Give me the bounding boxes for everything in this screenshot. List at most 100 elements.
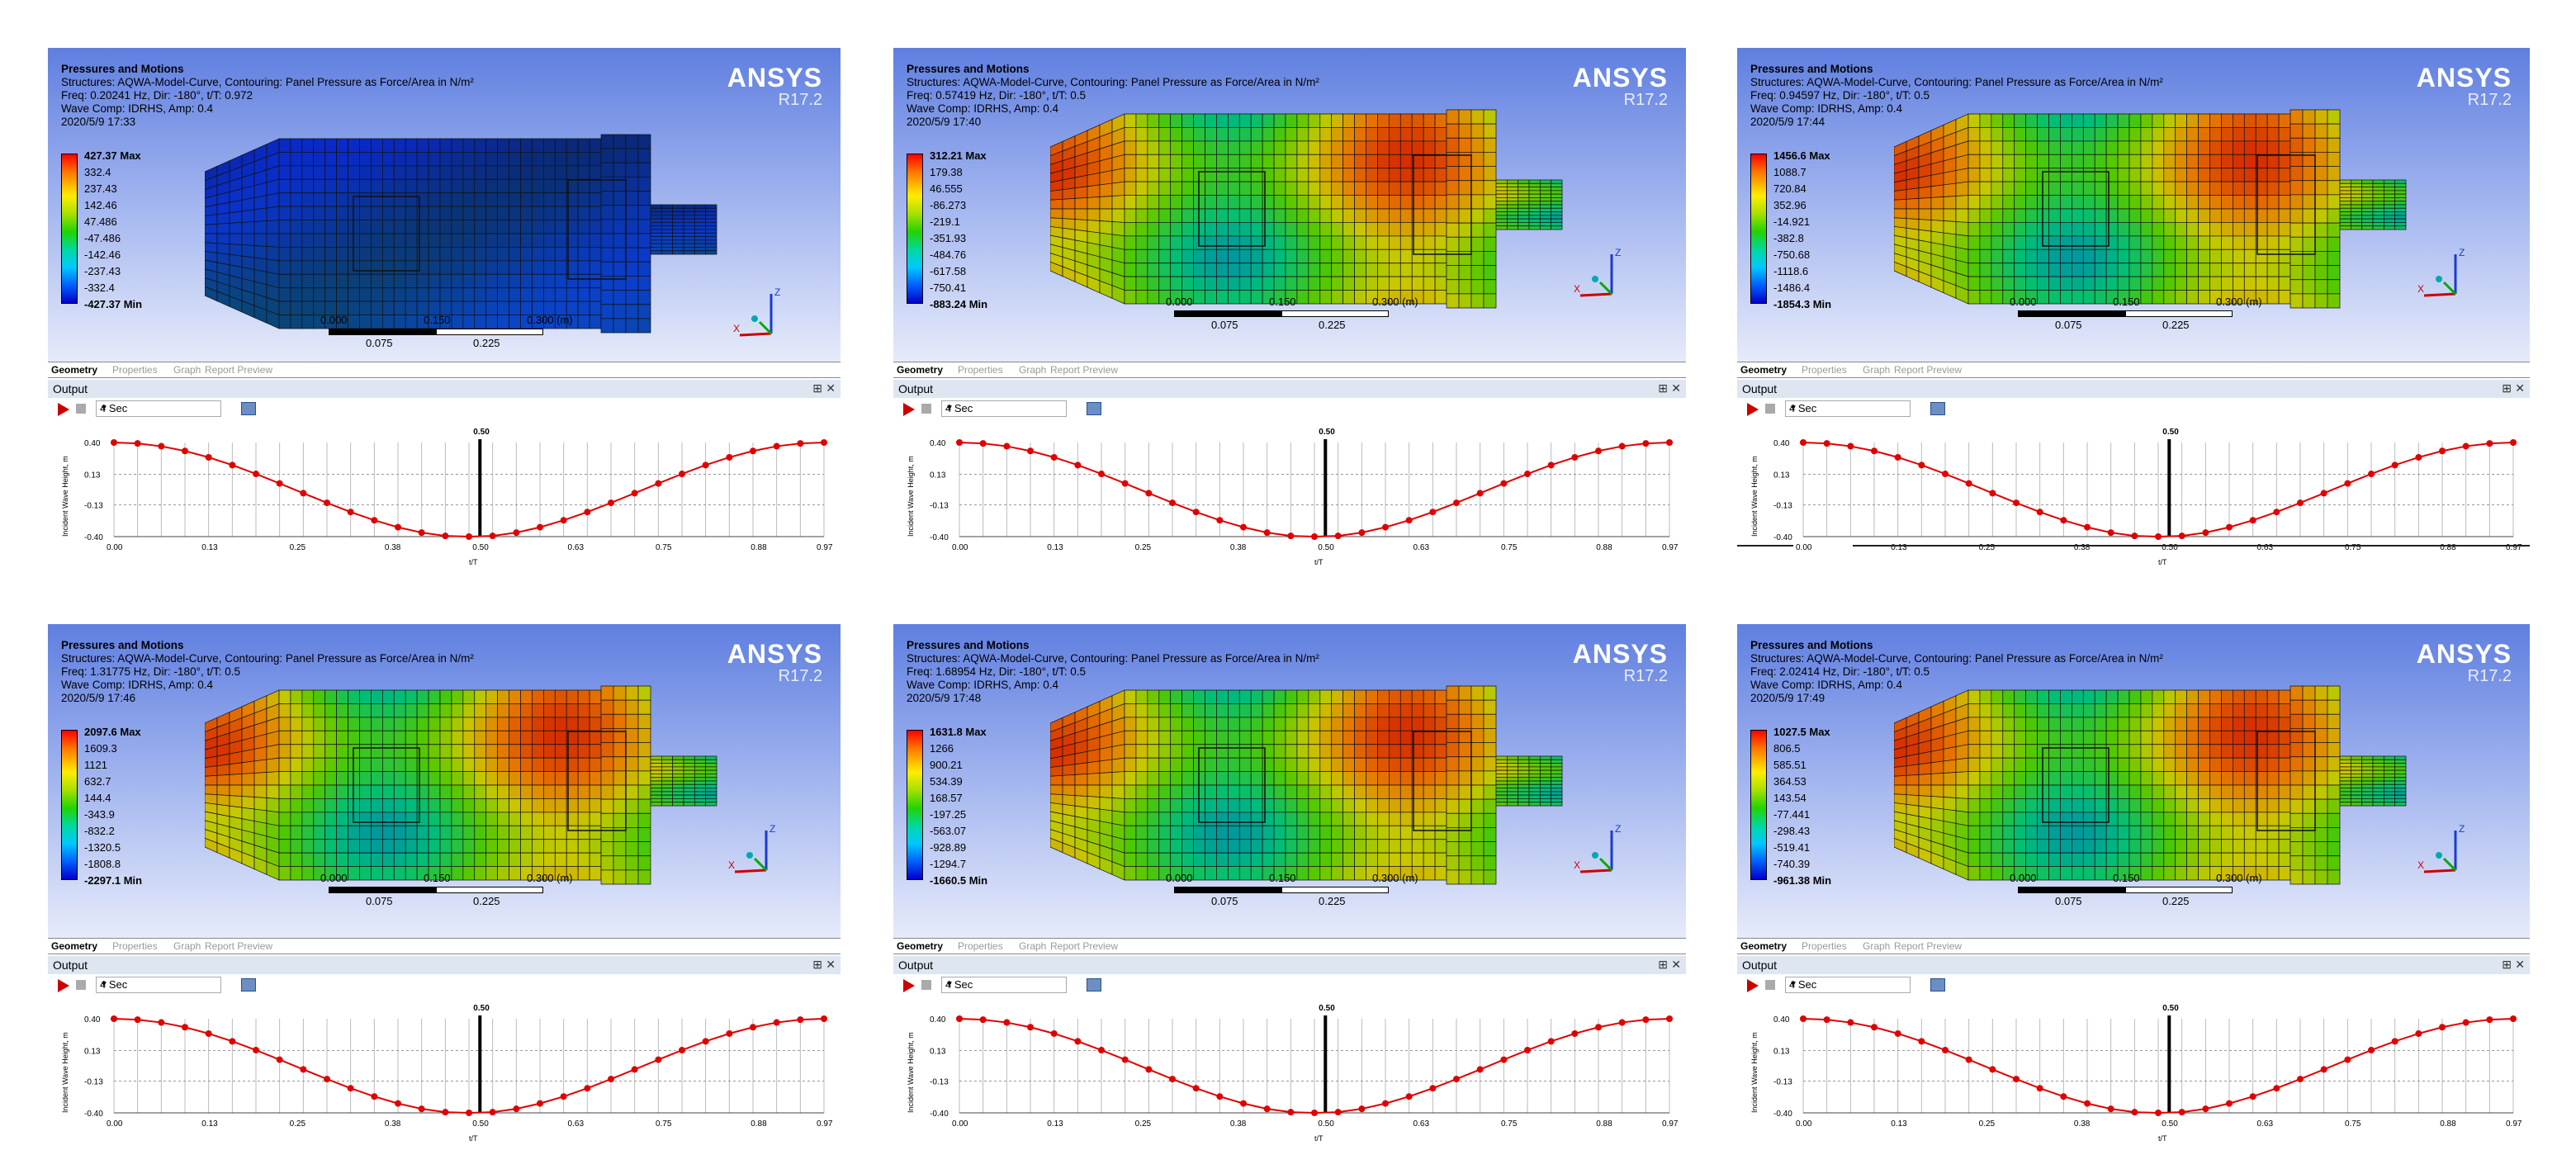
play-icon[interactable] bbox=[58, 979, 69, 992]
speed-select[interactable]: 4 Sec ▼ bbox=[941, 977, 1067, 993]
model-mesh[interactable] bbox=[1050, 682, 1628, 897]
stop-icon[interactable] bbox=[921, 980, 931, 990]
tab-report-preview[interactable]: Report Preview bbox=[205, 364, 273, 376]
tab-geometry[interactable]: Geometry bbox=[897, 940, 944, 952]
pin-icon[interactable]: ⊞ bbox=[1658, 958, 1668, 971]
x-tick-label: 0.25 bbox=[290, 543, 306, 552]
tab-properties[interactable]: Properties bbox=[958, 940, 1003, 952]
pin-icon[interactable]: ⊞ bbox=[2502, 958, 2512, 971]
x-tick-label: 0.00 bbox=[1796, 1119, 1812, 1129]
chevron-down-icon[interactable]: ▼ bbox=[945, 404, 954, 413]
chevron-down-icon[interactable]: ▼ bbox=[100, 980, 108, 989]
stop-icon[interactable] bbox=[76, 404, 86, 414]
chevron-down-icon[interactable]: ▼ bbox=[1789, 980, 1797, 989]
export-icon[interactable] bbox=[1930, 978, 1945, 992]
ansys-window: Pressures and Motions Structures: AQWA-Mo… bbox=[893, 624, 1686, 1144]
close-icon[interactable]: ✕ bbox=[826, 958, 836, 971]
tab-graph[interactable]: Graph bbox=[173, 364, 201, 376]
speed-select[interactable]: 4 Sec ▼ bbox=[96, 977, 221, 993]
wave-point bbox=[134, 440, 141, 447]
tab-geometry[interactable]: Geometry bbox=[1740, 364, 1788, 376]
play-icon[interactable] bbox=[903, 979, 915, 992]
wave-point bbox=[750, 447, 756, 455]
x-tick-label: 0.50 bbox=[1318, 543, 1334, 552]
speed-select[interactable]: 4 Sec ▼ bbox=[1785, 977, 1911, 993]
export-icon[interactable] bbox=[241, 978, 256, 992]
model-mesh[interactable] bbox=[205, 130, 783, 345]
pin-icon[interactable]: ⊞ bbox=[1658, 381, 1668, 395]
tab-report-preview[interactable]: Report Preview bbox=[205, 940, 273, 952]
structures-line: Structures: AQWA-Model-Curve, Contouring… bbox=[907, 652, 1319, 665]
tab-graph[interactable]: Graph bbox=[1863, 940, 1891, 952]
tab-graph[interactable]: Graph bbox=[1019, 940, 1047, 952]
stop-icon[interactable] bbox=[76, 980, 86, 990]
tab-graph[interactable]: Graph bbox=[1863, 364, 1891, 376]
close-icon[interactable]: ✕ bbox=[1671, 958, 1681, 971]
tab-report-preview[interactable]: Report Preview bbox=[1894, 364, 1963, 376]
export-icon[interactable] bbox=[1930, 402, 1945, 415]
chevron-down-icon[interactable]: ▼ bbox=[945, 980, 954, 989]
wave-chart: 0.40 0.13 -0.13 -0.40 0.00 0.13 0.25 0.38 0.50 0.… bbox=[48, 996, 841, 1144]
speed-select[interactable]: 4 Sec ▼ bbox=[941, 400, 1067, 417]
wave-line: Wave Comp: IDRHS, Amp: 0.4 bbox=[1750, 102, 1903, 115]
play-icon[interactable] bbox=[58, 403, 69, 416]
tab-geometry[interactable]: Geometry bbox=[1740, 940, 1788, 952]
tab-properties[interactable]: Properties bbox=[112, 364, 158, 376]
legend-value: 142.46 bbox=[84, 199, 117, 211]
graphics-viewport[interactable]: Pressures and Motions Structures: AQWA-Mo… bbox=[48, 624, 841, 938]
wave-point bbox=[253, 471, 259, 478]
chevron-down-icon[interactable]: ▼ bbox=[1789, 404, 1797, 413]
tab-properties[interactable]: Properties bbox=[958, 364, 1003, 376]
play-icon[interactable] bbox=[1747, 979, 1759, 992]
model-mesh[interactable] bbox=[1050, 106, 1628, 320]
wave-point bbox=[2462, 1019, 2469, 1026]
legend-colorbar bbox=[1750, 154, 1767, 304]
x-tick-label: 0.00 bbox=[952, 1119, 968, 1129]
play-icon[interactable] bbox=[903, 403, 915, 416]
speed-select[interactable]: 4 Sec ▼ bbox=[1785, 400, 1911, 417]
wave-point bbox=[1216, 517, 1224, 524]
stop-icon[interactable] bbox=[921, 404, 931, 414]
pin-icon[interactable]: ⊞ bbox=[812, 381, 822, 395]
close-icon[interactable]: ✕ bbox=[826, 381, 836, 395]
export-icon[interactable] bbox=[241, 402, 256, 415]
tab-geometry[interactable]: Geometry bbox=[897, 364, 944, 376]
tab-report-preview[interactable]: Report Preview bbox=[1050, 364, 1119, 376]
stop-icon[interactable] bbox=[1765, 404, 1775, 414]
tab-graph[interactable]: Graph bbox=[1019, 364, 1047, 376]
graphics-viewport[interactable]: Pressures and Motions Structures: AQWA-Mo… bbox=[1737, 48, 2530, 362]
tab-report-preview[interactable]: Report Preview bbox=[1894, 940, 1963, 952]
export-icon[interactable] bbox=[1087, 402, 1101, 415]
tab-report-preview[interactable]: Report Preview bbox=[1050, 940, 1119, 952]
x-tick-label: 0.00 bbox=[952, 543, 968, 552]
pin-icon[interactable]: ⊞ bbox=[812, 958, 822, 971]
tab-geometry[interactable]: Geometry bbox=[51, 940, 98, 952]
wave-point bbox=[2462, 443, 2469, 450]
chevron-down-icon[interactable]: ▼ bbox=[100, 404, 108, 413]
close-icon[interactable]: ✕ bbox=[1671, 381, 1681, 395]
tab-properties[interactable]: Properties bbox=[1802, 940, 1847, 952]
speed-select[interactable]: 4 Sec ▼ bbox=[96, 400, 221, 417]
model-mesh[interactable] bbox=[1894, 106, 2472, 320]
model-mesh[interactable] bbox=[205, 682, 783, 897]
tab-graph[interactable]: Graph bbox=[173, 940, 201, 952]
stop-icon[interactable] bbox=[1765, 980, 1775, 990]
graphics-viewport[interactable]: Pressures and Motions Structures: AQWA-Mo… bbox=[1737, 624, 2530, 938]
model-mesh[interactable] bbox=[1894, 682, 2472, 897]
tab-properties[interactable]: Properties bbox=[112, 940, 158, 952]
tab-properties[interactable]: Properties bbox=[1802, 364, 1847, 376]
graphics-viewport[interactable]: Pressures and Motions Structures: AQWA-Mo… bbox=[893, 624, 1686, 938]
animation-toolbar: 4 Sec ▼ bbox=[1737, 974, 2530, 996]
export-icon[interactable] bbox=[1087, 978, 1101, 992]
wave-point bbox=[2391, 461, 2398, 469]
axis-triad: ZX bbox=[1574, 823, 1621, 873]
pin-icon[interactable]: ⊞ bbox=[2502, 381, 2512, 395]
close-icon[interactable]: ✕ bbox=[2515, 381, 2525, 395]
wave-point bbox=[1240, 1100, 1247, 1107]
graphics-viewport[interactable]: Pressures and Motions Structures: AQWA-Mo… bbox=[893, 48, 1686, 362]
play-icon[interactable] bbox=[1747, 403, 1759, 416]
tab-geometry[interactable]: Geometry bbox=[51, 364, 98, 376]
close-icon[interactable]: ✕ bbox=[2515, 958, 2525, 971]
graphics-viewport[interactable]: Pressures and Motions Structures: AQWA-Mo… bbox=[48, 48, 841, 362]
wave-point bbox=[679, 471, 685, 478]
